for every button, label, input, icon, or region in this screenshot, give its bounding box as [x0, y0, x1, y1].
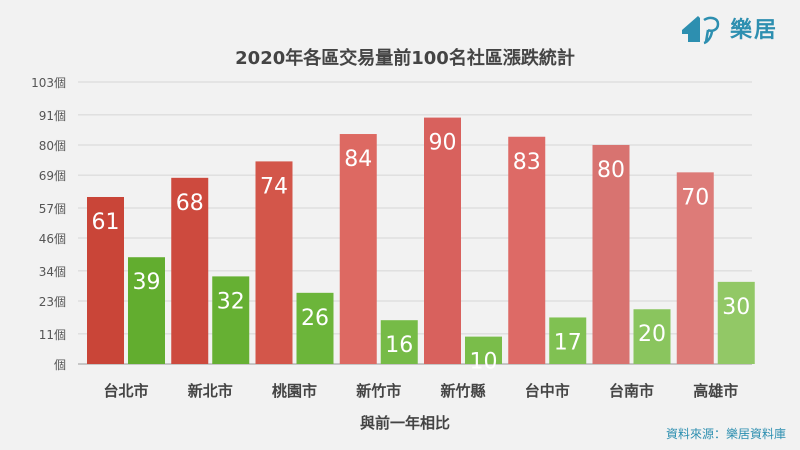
bar-value-label: 10	[470, 350, 498, 375]
bar-value-label: 74	[260, 174, 288, 199]
bar-down	[549, 317, 587, 364]
bar-value-label: 20	[638, 322, 666, 347]
house-icon	[681, 16, 720, 45]
x-tick-label: 台北市	[103, 382, 148, 400]
y-tick-label: 91個	[39, 109, 66, 123]
bar-up	[592, 144, 630, 364]
bar-down	[380, 320, 418, 364]
bar-value-label: 80	[597, 158, 625, 183]
y-tick-label: 34個	[39, 265, 66, 279]
brand-name: 樂居	[729, 18, 778, 43]
chart-title: 2020年各區交易量前100名社區漲跌統計	[235, 47, 575, 69]
bar-up	[676, 172, 714, 364]
bar-up	[424, 117, 461, 365]
y-tick-label: 個	[54, 358, 66, 372]
x-tick-label: 台中市	[525, 382, 570, 400]
bar-up	[255, 161, 293, 364]
bar-down	[296, 292, 334, 364]
x-tick-label: 新竹市	[356, 382, 401, 400]
bar-down	[128, 257, 165, 364]
bar-down	[633, 309, 671, 364]
y-tick-label: 103個	[31, 76, 66, 90]
bar-value-label: 17	[554, 330, 582, 355]
x-axis-label: 與前一年相比	[360, 414, 450, 432]
bar-up	[171, 177, 209, 364]
x-tick-label: 新竹縣	[440, 382, 485, 400]
x-tick-label: 新北市	[188, 382, 233, 400]
y-tick-label: 46個	[39, 232, 66, 246]
x-tick-label: 台南市	[609, 382, 654, 400]
bar-value-label: 26	[301, 306, 329, 331]
bar-value-label: 39	[133, 270, 161, 295]
bar-down	[465, 336, 502, 364]
source-note: 資料來源：樂居資料庫	[665, 427, 786, 441]
bar-value-label: 16	[385, 333, 413, 358]
bar-value-label: 61	[92, 210, 120, 235]
x-tick-label: 桃園市	[272, 382, 317, 400]
x-tick-label: 高雄市	[693, 382, 738, 400]
bar-down	[212, 276, 250, 364]
bar-value-label: 68	[176, 191, 204, 216]
bar-down	[717, 281, 755, 364]
bar-value-label: 83	[513, 150, 541, 175]
y-tick-label: 23個	[39, 295, 66, 309]
bar-value-label: 84	[344, 147, 372, 172]
brand-logo: 樂居	[678, 10, 778, 46]
y-tick-label: 57個	[39, 202, 66, 216]
bar-up	[339, 134, 377, 364]
bar-value-label: 70	[681, 185, 709, 210]
bar-up	[508, 136, 546, 364]
y-tick-label: 11個	[39, 328, 66, 342]
y-tick-label: 69個	[39, 169, 66, 183]
bar-value-label: 32	[217, 289, 245, 314]
bar-value-label: 90	[429, 131, 457, 156]
y-tick-label: 80個	[39, 139, 66, 153]
bar-value-label: 30	[722, 295, 750, 320]
bar-up	[87, 196, 124, 364]
